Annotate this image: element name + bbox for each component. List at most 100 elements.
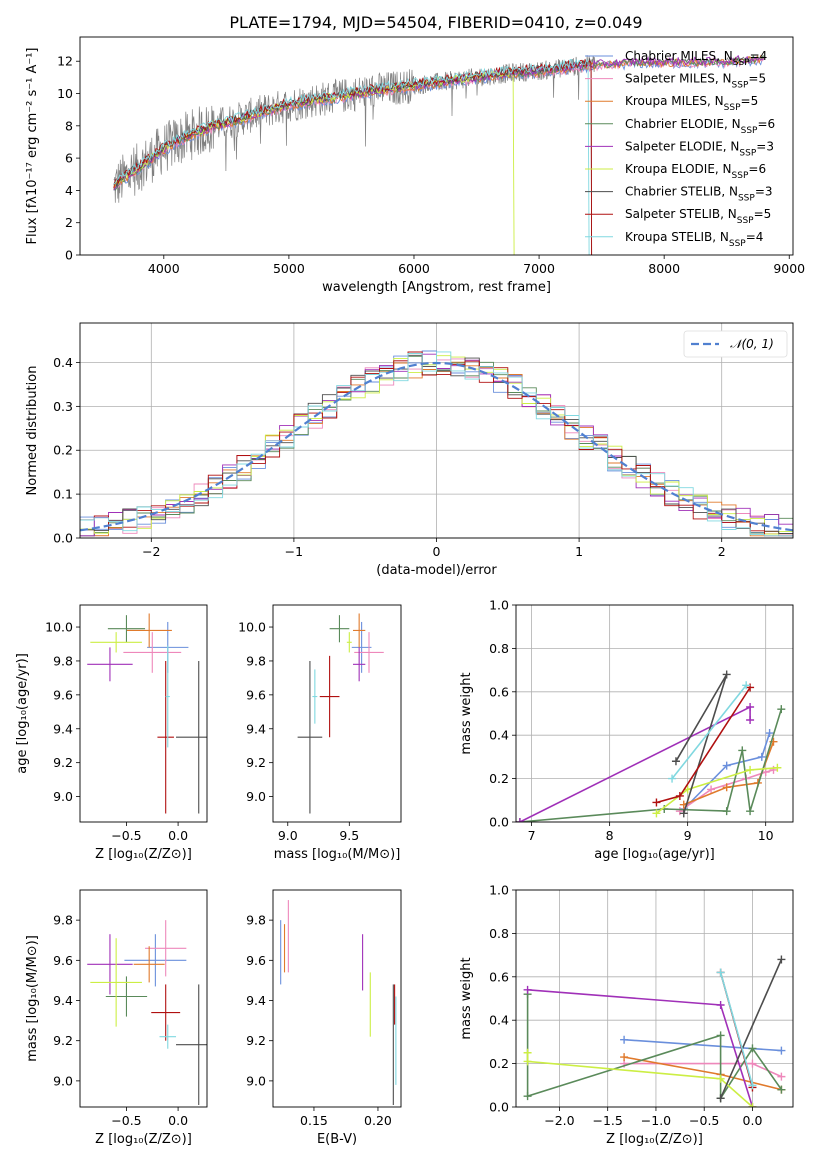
mass_vs_ebv-ytick-label: 9.8 — [246, 913, 266, 928]
mass_vs_Z-ytick-label: 9.2 — [53, 1033, 73, 1048]
mass_vs_Z-xtick-label: −0.5 — [111, 1113, 141, 1128]
mass_weight_vs_age-xlabel: age [log₁₀(age/yr)] — [594, 847, 715, 862]
spectrum-frame — [79, 36, 794, 256]
mass_weight_vs_Z-ytick-label: 1.0 — [489, 883, 509, 898]
mass_vs_ebv-xtick-label: 0.15 — [300, 1113, 328, 1128]
mass_weight_vs_age-marker-kroupa_elodie — [746, 765, 755, 774]
residuals-xtick-label: 1 — [575, 544, 583, 559]
mass_weight_vs_age-xtick-label: 10 — [758, 828, 774, 843]
spectrum-model-kroupa_stelib — [113, 58, 590, 255]
hist-salpeter_stelib — [80, 351, 793, 537]
spectrum-ytick-label: 6 — [65, 151, 73, 166]
mass_weight_vs_Z-ytick-label: 0.6 — [489, 969, 509, 984]
residuals-xlabel: (data-model)/error — [376, 563, 497, 578]
mass_weight_vs_Z-xtick-label: −1.0 — [641, 1113, 671, 1128]
mass_weight_vs_Z-xlabel: Z [log₁₀(Z/Z⊙)] — [606, 1132, 703, 1147]
mass_weight_vs_Z-marker-salpeter_elodie — [716, 1001, 725, 1010]
spectrum-xtick-label: 6000 — [398, 261, 430, 276]
mass_vs_Z-plot — [87, 920, 207, 1105]
residuals-ylabel: Normed distribution — [25, 366, 40, 496]
spectrum-xtick-label: 8000 — [648, 261, 680, 276]
mass_weight_vs_Z-marker-chabrier_miles — [777, 1046, 786, 1055]
mass_weight_vs_Z-marker-chabrier_miles — [620, 1035, 629, 1044]
hist-salpeter_miles — [80, 358, 793, 537]
residuals-legend-box — [683, 330, 788, 358]
mass_weight_vs_age-ylabel: mass weight — [459, 672, 474, 754]
mass_weight_vs_Z-marker-chabrier_stelib — [777, 955, 786, 964]
mass_vs_Z-frame — [79, 889, 208, 1108]
age_vs_Z-axes: −0.5 0.0 9.0 9.2 9.4 9.6 9.8 10.0 Z [log₁₀(Z/Z⊙)… — [15, 604, 208, 862]
age_vs_Z-plot — [87, 613, 207, 814]
mass_weight_vs_age-marker-chabrier_stelib — [722, 670, 731, 679]
age_vs_mass-ytick-label: 9.0 — [246, 789, 266, 804]
mass_vs_ebv-axes: 0.15 0.20 9.0 9.2 9.4 9.6 9.8 E(B-V) — [246, 889, 402, 1147]
legend-label-kroupa_elodie: Kroupa ELODIE, NSSP=6 — [625, 162, 766, 181]
mass_weight_vs_age-ytick-label: 0.6 — [489, 684, 509, 699]
mass_weight_vs_age-marker-chabrier_elodie — [777, 705, 786, 714]
normal-curve — [80, 361, 793, 532]
mass_weight_vs_Z-ytick-label: 0.2 — [489, 1056, 509, 1071]
spectrum-ytick-label: 12 — [57, 54, 73, 69]
age_vs_mass-ytick-label: 9.8 — [246, 653, 266, 668]
mass_vs_Z-xlabel: Z [log₁₀(Z/Z⊙)] — [95, 1132, 192, 1147]
mass_weight_vs_Z-marker-salpeter_elodie — [523, 985, 532, 994]
mass_weight_vs_age-line-chabrier_elodie — [519, 708, 783, 822]
spectrum-xlabel: wavelength [Angstrom, rest frame] — [322, 280, 551, 295]
age_vs_Z-xtick-label: −0.5 — [111, 828, 141, 843]
spectrum-model-chabrier_miles — [113, 58, 764, 191]
residuals-xtick-label: −2 — [142, 544, 160, 559]
mass_weight_vs_age-marker-chabrier_elodie — [738, 746, 747, 755]
age_vs_mass-ytick-label: 10.0 — [238, 620, 266, 635]
mass_weight_vs_Z-marker-chabrier_stelib — [716, 1094, 725, 1103]
mass_vs_Z-ytick-label: 9.0 — [53, 1073, 73, 1088]
spectrum-ytick-label: 8 — [65, 118, 73, 133]
spectrum-ytick-label: 2 — [65, 215, 73, 230]
residuals-frame — [79, 322, 794, 539]
residuals-ytick-label: 0.0 — [53, 531, 73, 546]
mass_weight_vs_Z-marker-chabrier_elodie — [523, 1092, 532, 1101]
hist-kroupa_stelib — [80, 351, 793, 537]
legend-label-kroupa_stelib: Kroupa STELIB, NSSP=4 — [625, 230, 763, 249]
mass_weight_vs_age-plot — [516, 670, 786, 822]
mass_weight_vs_Z-marker-kroupa_stelib — [716, 968, 725, 977]
mass_weight_vs_age-marker-chabrier_elodie — [746, 807, 755, 816]
mass_weight_vs_age-ytick-label: 0.8 — [489, 641, 509, 656]
mass_weight_vs_Z-marker-kroupa_stelib — [748, 1081, 757, 1090]
mass_weight_vs_age-ytick-label: 0.4 — [489, 728, 509, 743]
mass_weight_vs_Z-axes: −2.0 −1.5 −1.0 −0.5 0.0 0.0 0.2 0.4 0.6 0.8 1.0 Z [… — [459, 883, 794, 1147]
mass_weight_vs_age-marker-kroupa_miles — [722, 783, 731, 792]
mass_weight_vs_Z-ytick-label: 0.4 — [489, 1013, 509, 1028]
mass_weight_vs_Z-marker-chabrier_elodie — [748, 1044, 757, 1053]
age_vs_Z-xtick-label: 0.0 — [168, 828, 188, 843]
age_vs_Z-xlabel: Z [log₁₀(Z/Z⊙)] — [95, 847, 192, 862]
mass_weight_vs_Z-line-chabrier_elodie — [526, 994, 783, 1102]
residuals-ytick-label: 0.3 — [53, 399, 73, 414]
spectrum-axes: 4000 5000 6000 7000 8000 9000 0 2 4 6 8 10 12 wavelen… — [25, 36, 805, 295]
mass_weight_vs_age-xtick-label: 8 — [606, 828, 614, 843]
mass_weight_vs_age-marker-kroupa_elodie — [773, 763, 782, 772]
spectrum-ytick-label: 10 — [57, 86, 73, 101]
mass_vs_ebv-xlabel: E(B-V) — [317, 1132, 357, 1147]
mass_weight_vs_Z-xtick-label: −1.5 — [593, 1113, 623, 1128]
legend-label-salpeter_stelib: Salpeter STELIB, NSSP=5 — [625, 207, 771, 226]
mass_weight_vs_age-line-kroupa_elodie — [656, 767, 778, 814]
mass_weight_vs_age-axes: 7 8 9 10 0.0 0.2 0.4 0.6 0.8 1.0 age [log₁₀(age/yr… — [459, 598, 794, 862]
mass_weight_vs_Z-marker-kroupa_elodie — [716, 1074, 725, 1083]
figure-title: PLATE=1794, MJD=54504, FIBERID=0410, z=0… — [229, 13, 642, 32]
age_vs_Z-ytick-label: 9.8 — [53, 653, 73, 668]
mass_weight_vs_Z-marker-salpeter_miles — [748, 1059, 757, 1068]
mass_weight_vs_Z-marker-chabrier_elodie — [777, 1085, 786, 1094]
residuals-legend-label: 𝒩(0, 1) — [730, 337, 774, 351]
age_vs_Z-ytick-label: 9.4 — [53, 721, 73, 736]
spectrum-model-chabrier_elodie — [113, 55, 765, 192]
age_vs_mass-ytick-label: 9.6 — [246, 687, 266, 702]
mass_weight_vs_Z-line-kroupa_elodie — [526, 1052, 754, 1107]
spectrum-xtick-label: 7000 — [523, 261, 555, 276]
mass_weight_vs_age-ytick-label: 0.0 — [489, 815, 509, 830]
age_vs_Z-ytick-label: 9.6 — [53, 687, 73, 702]
mass_weight_vs_Z-ytick-label: 0.0 — [489, 1100, 509, 1115]
mass_vs_ebv-ytick-label: 9.4 — [246, 993, 266, 1008]
mass_weight_vs_Z-frame — [515, 889, 794, 1108]
